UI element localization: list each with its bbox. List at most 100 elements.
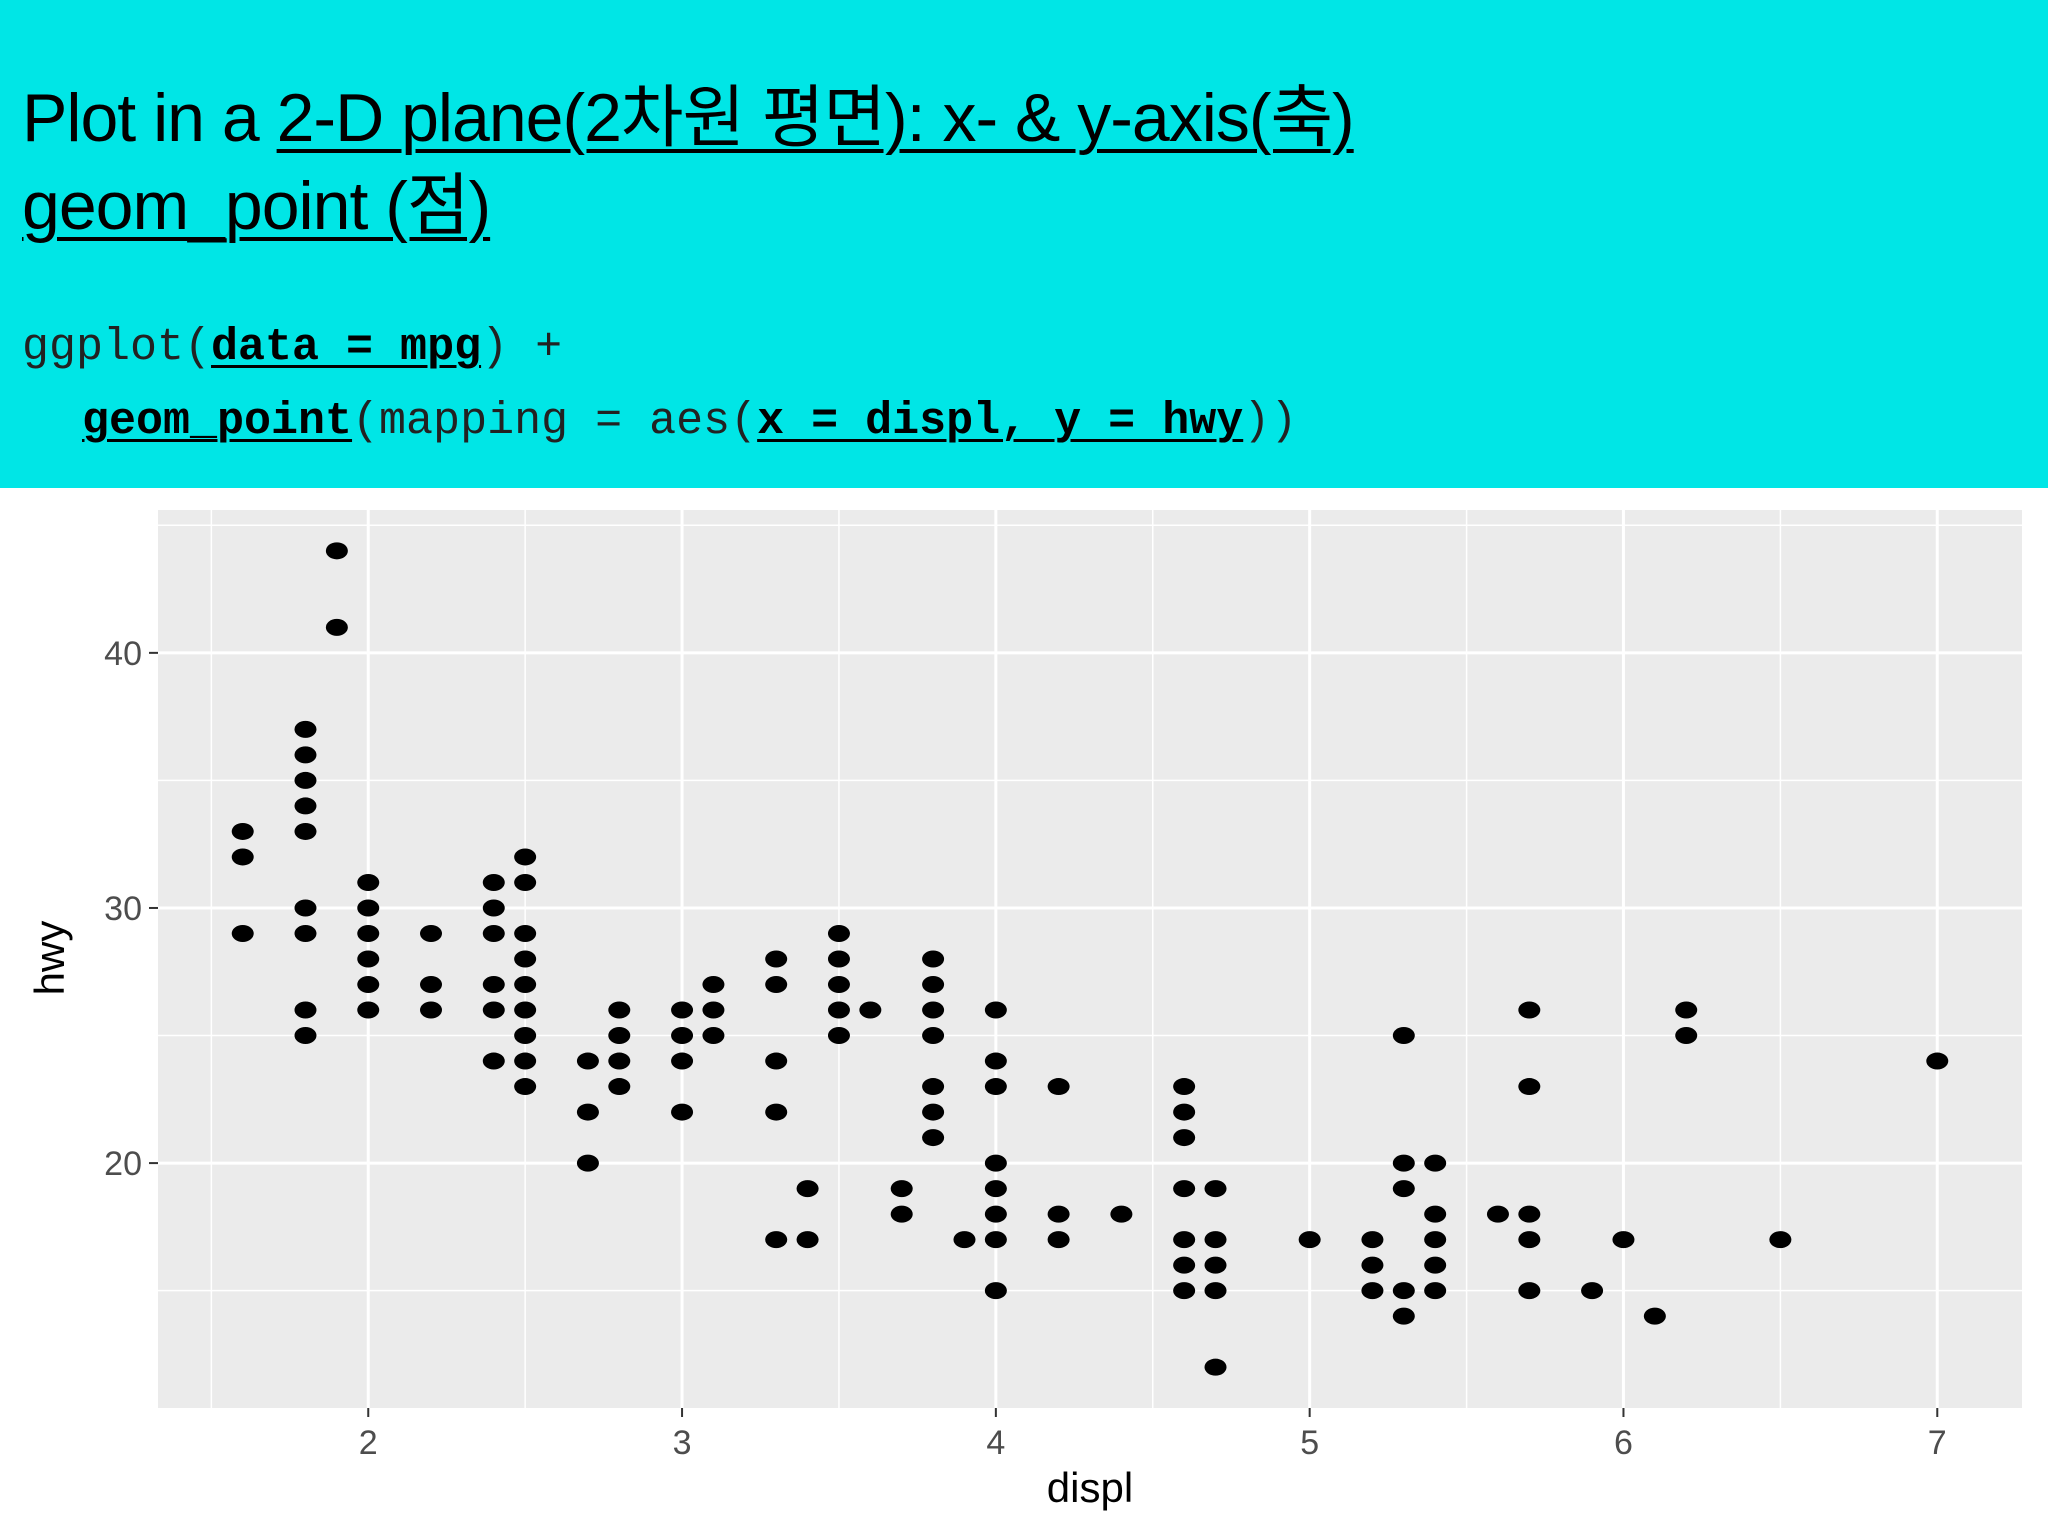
plot-panel: [158, 510, 2022, 1408]
data-point: [514, 1052, 537, 1070]
data-point: [357, 976, 380, 994]
data-point: [482, 899, 505, 917]
data-point: [608, 1078, 631, 1096]
data-point: [1926, 1052, 1949, 1070]
data-point: [608, 1052, 631, 1070]
data-point: [922, 1078, 945, 1096]
data-point: [1486, 1205, 1509, 1223]
y-axis-title: hwy: [26, 921, 73, 996]
data-point: [608, 1027, 631, 1045]
data-point: [765, 976, 788, 994]
data-point: [1361, 1256, 1384, 1274]
data-point: [796, 1180, 819, 1198]
data-point: [482, 873, 505, 891]
x-tick-label: 2: [359, 1424, 378, 1462]
data-point: [1769, 1231, 1792, 1249]
data-point: [1204, 1180, 1227, 1198]
data-point: [482, 1052, 505, 1070]
data-point: [294, 924, 317, 942]
title-underlined-text: 2-D plane(2차원 평면): x- & y-axis(축): [276, 80, 1355, 156]
axes: 2 3 4 5 6 7 20 30 40: [104, 635, 1947, 1462]
data-point: [922, 1027, 945, 1045]
data-point: [702, 1027, 725, 1045]
data-point: [1392, 1154, 1415, 1172]
data-point: [671, 1052, 694, 1070]
data-point: [1518, 1078, 1541, 1096]
data-point: [482, 976, 505, 994]
data-point: [1204, 1256, 1227, 1274]
x-tick-label: 5: [1300, 1424, 1319, 1462]
data-point: [1204, 1282, 1227, 1300]
data-point: [890, 1180, 913, 1198]
data-point: [608, 1001, 631, 1019]
data-point: [1361, 1231, 1384, 1249]
data-point: [922, 950, 945, 968]
data-point: [357, 1001, 380, 1019]
data-point: [765, 1103, 788, 1121]
data-point: [984, 1154, 1007, 1172]
data-point: [1424, 1154, 1447, 1172]
data-point: [325, 542, 348, 560]
data-point: [1581, 1282, 1604, 1300]
code-plus: ) +: [481, 322, 563, 373]
data-point: [827, 976, 850, 994]
data-point: [576, 1103, 599, 1121]
y-tick-label: 30: [104, 890, 142, 928]
data-point: [984, 1205, 1007, 1223]
data-point: [1047, 1231, 1070, 1249]
data-point: [1173, 1180, 1196, 1198]
data-point: [514, 924, 537, 942]
data-point: [294, 771, 317, 789]
data-point: [984, 1282, 1007, 1300]
y-tick-label: 40: [104, 635, 142, 673]
data-point: [482, 1001, 505, 1019]
scatter-chart: 2 3 4 5 6 7 20 30 40 displ hwy: [26, 510, 2022, 1511]
data-point: [1424, 1282, 1447, 1300]
data-point: [1392, 1307, 1415, 1325]
data-points: [231, 542, 1949, 1376]
slide-header: Plot in a 2-D plane(2차원 평면): x- & y-axis…: [0, 0, 2048, 488]
data-point: [357, 924, 380, 942]
data-point: [827, 1001, 850, 1019]
data-point: [1675, 1001, 1698, 1019]
minor-gridlines: [158, 510, 2022, 1408]
data-point: [922, 1001, 945, 1019]
data-point: [1392, 1180, 1415, 1198]
data-point: [514, 1027, 537, 1045]
data-point: [702, 1001, 725, 1019]
data-point: [514, 950, 537, 968]
data-point: [1518, 1205, 1541, 1223]
data-point: [922, 1129, 945, 1147]
x-tick-label: 3: [673, 1424, 692, 1462]
data-point: [1173, 1256, 1196, 1274]
data-point: [420, 976, 443, 994]
x-axis-title: displ: [1047, 1464, 1133, 1511]
x-tick-label: 7: [1928, 1424, 1947, 1462]
code-close-parens: )): [1243, 396, 1298, 447]
major-gridlines: [158, 510, 2022, 1408]
data-point: [1173, 1078, 1196, 1096]
data-point: [1361, 1282, 1384, 1300]
data-point: [1173, 1103, 1196, 1121]
data-point: [984, 1001, 1007, 1019]
code-data-arg: data = mpg: [211, 322, 482, 373]
data-point: [1173, 1129, 1196, 1147]
x-tick-label: 6: [1614, 1424, 1633, 1462]
data-point: [514, 1078, 537, 1096]
data-point: [1424, 1256, 1447, 1274]
data-point: [702, 976, 725, 994]
data-point: [294, 899, 317, 917]
data-point: [231, 848, 254, 866]
slide-title-line-2: geom_point (점): [22, 168, 491, 244]
data-point: [294, 822, 317, 840]
data-point: [796, 1231, 819, 1249]
data-point: [984, 1231, 1007, 1249]
data-point: [294, 797, 317, 815]
data-point: [765, 950, 788, 968]
data-point: [357, 899, 380, 917]
x-tick-label: 4: [986, 1424, 1005, 1462]
data-point: [984, 1180, 1007, 1198]
data-point: [1518, 1282, 1541, 1300]
data-point: [827, 924, 850, 942]
data-point: [514, 976, 537, 994]
